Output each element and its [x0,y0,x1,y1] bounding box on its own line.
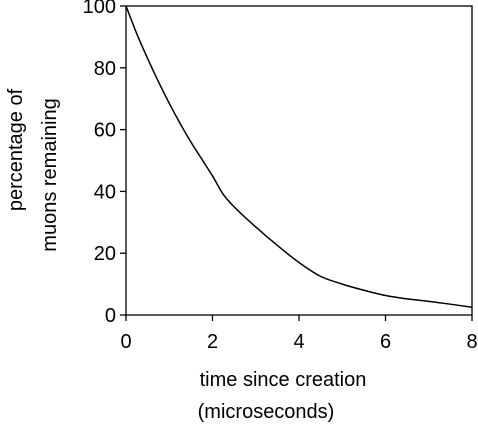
y-tick-label: 100 [83,0,116,18]
y-tick-label: 80 [94,58,116,80]
y-axis-label: percentage of [5,88,27,211]
y-tick-label: 20 [94,243,116,265]
y-tick-label: 0 [105,305,116,327]
plot-frame [125,5,473,316]
x-tick-label: 4 [293,331,304,353]
x-tick-label: 8 [466,331,477,353]
x-tick-label: 0 [120,331,131,353]
y-axis-label-line2: muons remaining [39,98,61,251]
y-tick-label: 40 [94,181,116,203]
y-tick-label: 60 [94,120,116,142]
x-tick-label: 6 [380,331,391,353]
x-axis-unit-label: (microseconds) [198,401,335,423]
x-axis-label: time since creation [200,369,367,391]
x-tick-label: 2 [207,331,218,353]
decay-curve-line [125,5,473,309]
